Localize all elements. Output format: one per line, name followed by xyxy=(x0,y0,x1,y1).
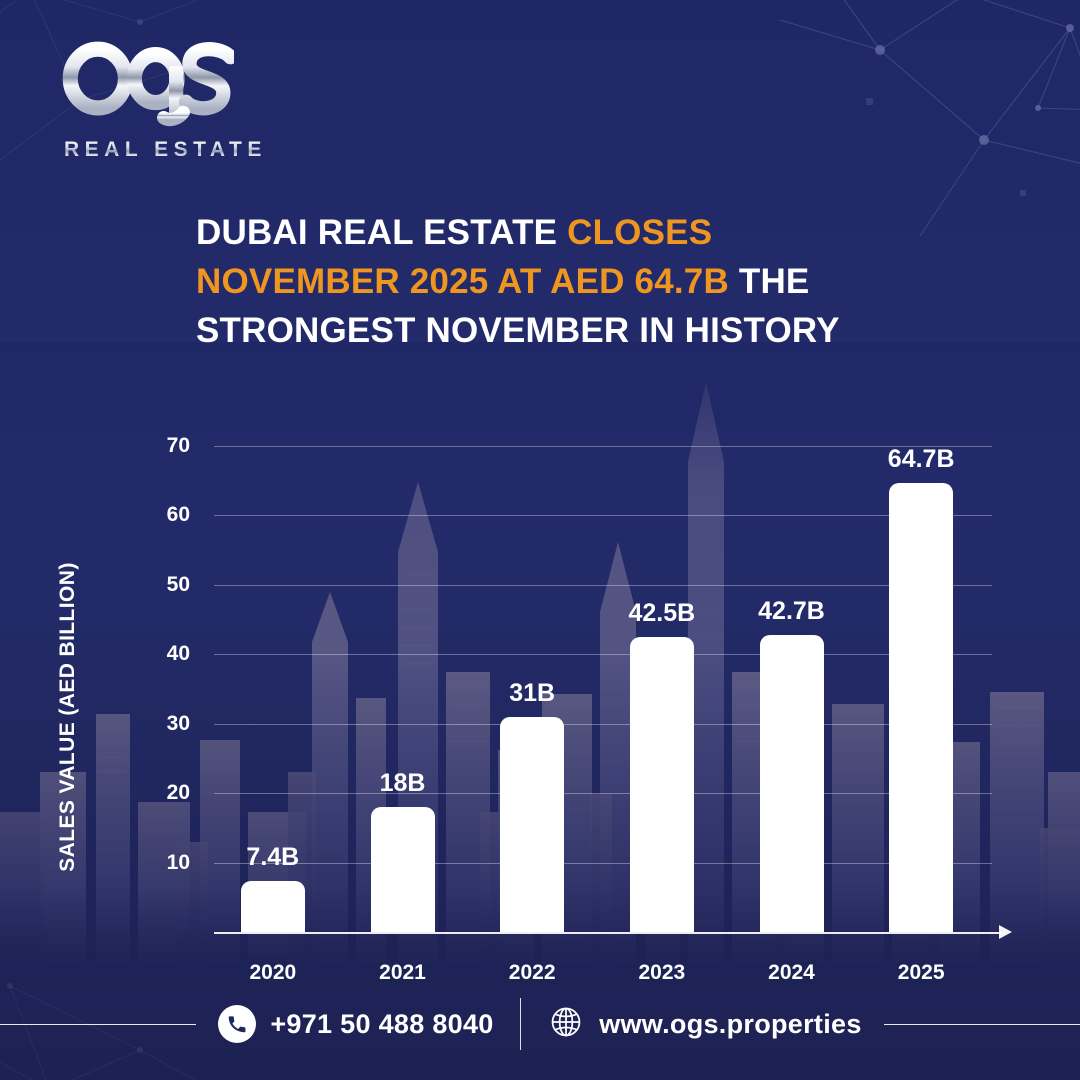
logo-tagline: REAL ESTATE xyxy=(64,138,296,162)
website-contact[interactable]: www.ogs.properties xyxy=(547,1003,861,1046)
y-tick-label: 70 xyxy=(166,433,190,457)
sales-bar-chart: SALES VALUE (AED BILLION) 10 20 30 40 50 60 70… xyxy=(0,405,1080,1005)
x-axis-arrow-icon xyxy=(999,925,1012,939)
footer-divider xyxy=(519,998,522,1050)
y-tick-label: 40 xyxy=(166,642,190,666)
bar-column[interactable]: 42.7B xyxy=(758,597,825,932)
x-tick-label: 2025 xyxy=(897,961,945,984)
bar[interactable] xyxy=(889,482,954,932)
bar-value-label: 42.5B xyxy=(628,598,696,627)
bar-column[interactable]: 18B xyxy=(370,769,435,932)
bar-value-label: 64.7B xyxy=(887,444,955,473)
y-tick-label: 10 xyxy=(166,850,190,874)
x-tick-label: 2024 xyxy=(768,961,815,984)
x-tick-label: 2021 xyxy=(379,961,426,984)
y-axis-ticks: 10 20 30 40 50 60 70 xyxy=(118,405,190,945)
x-tick-label: 2023 xyxy=(638,961,686,984)
gridline xyxy=(214,723,992,725)
globe-icon xyxy=(547,1003,585,1046)
bar[interactable] xyxy=(759,635,824,932)
bar-column[interactable]: 42.5B xyxy=(628,598,696,932)
phone-icon xyxy=(218,1005,257,1043)
page-title: DUBAI REAL ESTATE CLOSES NOVEMBER 2025 A… xyxy=(196,208,916,355)
y-tick-label: 30 xyxy=(166,711,190,735)
headline-part-1: DUBAI REAL ESTATE xyxy=(196,213,568,252)
bar[interactable] xyxy=(370,807,435,932)
gridline xyxy=(214,654,992,656)
gridline xyxy=(214,793,992,795)
bar-value-label: 7.4B xyxy=(246,842,300,871)
ogs-wordmark-icon xyxy=(62,41,234,127)
phone-contact[interactable]: +971 50 488 8040 xyxy=(218,1005,493,1043)
y-tick-label: 20 xyxy=(166,781,190,805)
bar-value-label: 18B xyxy=(379,769,426,797)
gridline xyxy=(214,445,992,447)
plot-area: 7.4B 18B 31B 42.5B 42.7B 64.7B xyxy=(214,405,992,945)
footer-rule-right xyxy=(883,1023,1080,1025)
gridline xyxy=(214,584,992,586)
gridline xyxy=(214,862,992,864)
bar[interactable] xyxy=(629,636,694,932)
x-tick-label: 2022 xyxy=(508,961,556,984)
bar[interactable] xyxy=(240,880,305,932)
bar-column[interactable]: 64.7B xyxy=(887,444,955,932)
bar-value-label: 42.7B xyxy=(758,597,825,626)
bar[interactable] xyxy=(500,716,565,932)
headline-part-2: THE STRONGEST NOVEMBER IN HISTORY xyxy=(196,262,840,350)
x-tick-label: 2020 xyxy=(249,961,297,984)
brand-logo: REAL ESTATE xyxy=(56,34,296,162)
website-url: www.ogs.properties xyxy=(599,1008,862,1039)
footer-rule-left xyxy=(0,1023,197,1025)
x-axis-line xyxy=(214,932,1002,934)
gridline xyxy=(214,515,992,517)
bar-column[interactable]: 7.4B xyxy=(240,842,305,932)
bar-column[interactable]: 31B xyxy=(500,678,565,932)
bar-value-label: 31B xyxy=(509,678,556,707)
contact-footer: +971 50 488 8040 www.ogs.properties xyxy=(0,994,1080,1054)
y-tick-label: 50 xyxy=(166,572,190,596)
y-axis-title: SALES VALUE (AED BILLION) xyxy=(56,562,79,872)
headline-accent: CLOSES NOVEMBER 2025 AT AED 64.7B xyxy=(196,213,729,301)
y-tick-label: 60 xyxy=(166,503,190,527)
phone-number: +971 50 488 8040 xyxy=(270,1008,494,1039)
